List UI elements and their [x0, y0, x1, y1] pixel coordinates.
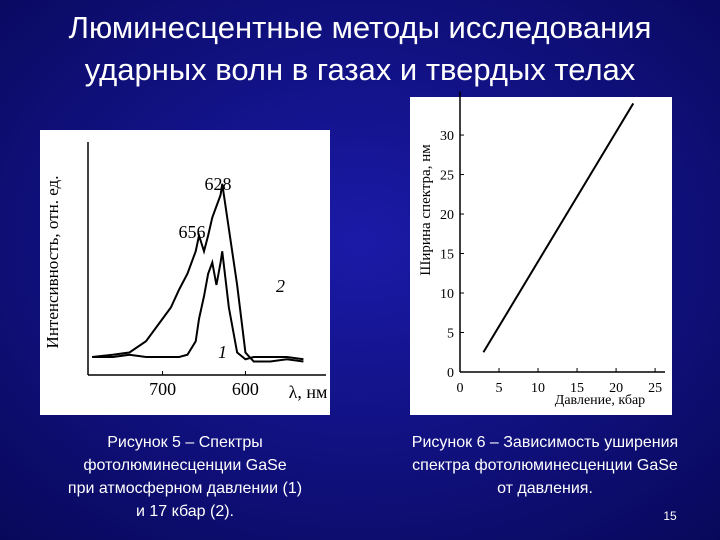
annotation: 628 [205, 174, 232, 194]
x-tick-label: 700 [149, 379, 176, 399]
data-line [482, 102, 635, 353]
figure-caption: фотолюминесценции GaSe [83, 457, 286, 474]
series-label: 1 [218, 342, 227, 362]
y-tick-label: 5 [447, 327, 454, 342]
x-tick-label: 10 [531, 381, 545, 396]
series-label: 2 [276, 276, 285, 296]
x-tick-label: 600 [232, 379, 259, 399]
figure-caption: Рисунок 5 – Спектры [107, 434, 263, 451]
x-tick-label: 5 [496, 381, 503, 396]
data-line [92, 251, 304, 361]
slide-title: Люминесцентные методы исследования [69, 10, 652, 45]
x-tick-label: 15 [570, 381, 584, 396]
figure-frame [40, 130, 330, 415]
annotation: 656 [179, 222, 206, 242]
figure-caption: от давления. [497, 480, 593, 497]
y-tick-label: 10 [440, 287, 454, 302]
y-tick-label: 25 [440, 169, 454, 184]
y-tick-label: 20 [440, 208, 454, 223]
figure-caption: при атмосферном давлении (1) [68, 480, 302, 497]
y-tick-label: 15 [440, 248, 454, 263]
y-axis-label: Ширина спектра, нм [418, 144, 434, 276]
slide-title: ударных волн в газах и твердых телах [85, 52, 636, 87]
x-tick-label: 20 [609, 381, 623, 396]
figure-caption: спектра фотолюминесценции GaSe [412, 457, 678, 474]
x-axis-label: λ, нм [289, 382, 328, 402]
x-tick-label: 0 [457, 381, 464, 396]
y-tick-label: 30 [440, 129, 454, 144]
y-axis-label: Интенсивность, отн. ед. [43, 176, 62, 349]
y-tick-label: 0 [447, 366, 454, 381]
slide-number: 15 [663, 509, 677, 523]
figure-caption: Рисунок 6 – Зависимость уширения [412, 434, 678, 451]
data-line [92, 183, 304, 363]
x-axis-label: Давление, кбар [555, 393, 645, 408]
figure-caption: и 17 кбар (2). [136, 503, 234, 520]
x-tick-label: 25 [648, 381, 662, 396]
